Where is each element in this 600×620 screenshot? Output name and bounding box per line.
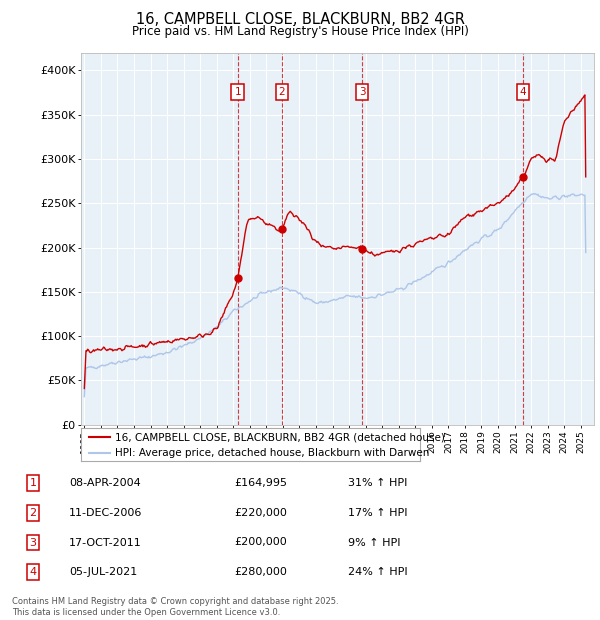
Text: 31% ↑ HPI: 31% ↑ HPI — [348, 478, 407, 488]
Text: £280,000: £280,000 — [234, 567, 287, 577]
Text: 11-DEC-2006: 11-DEC-2006 — [69, 508, 142, 518]
Text: 2: 2 — [29, 508, 37, 518]
Text: Price paid vs. HM Land Registry's House Price Index (HPI): Price paid vs. HM Land Registry's House … — [131, 25, 469, 38]
Text: £164,995: £164,995 — [234, 478, 287, 488]
Text: 4: 4 — [520, 87, 526, 97]
Text: £220,000: £220,000 — [234, 508, 287, 518]
Text: 3: 3 — [359, 87, 365, 97]
Text: 4: 4 — [29, 567, 37, 577]
Text: 1: 1 — [235, 87, 241, 97]
Text: £200,000: £200,000 — [234, 538, 287, 547]
Text: Contains HM Land Registry data © Crown copyright and database right 2025.
This d: Contains HM Land Registry data © Crown c… — [12, 598, 338, 617]
Text: 16, CAMPBELL CLOSE, BLACKBURN, BB2 4GR (detached house): 16, CAMPBELL CLOSE, BLACKBURN, BB2 4GR (… — [115, 432, 445, 442]
Text: 3: 3 — [29, 538, 37, 547]
Text: 08-APR-2004: 08-APR-2004 — [69, 478, 141, 488]
Text: 16, CAMPBELL CLOSE, BLACKBURN, BB2 4GR: 16, CAMPBELL CLOSE, BLACKBURN, BB2 4GR — [136, 12, 464, 27]
Text: 9% ↑ HPI: 9% ↑ HPI — [348, 538, 401, 547]
Text: 24% ↑ HPI: 24% ↑ HPI — [348, 567, 407, 577]
Text: 17% ↑ HPI: 17% ↑ HPI — [348, 508, 407, 518]
Text: 05-JUL-2021: 05-JUL-2021 — [69, 567, 137, 577]
Text: 2: 2 — [278, 87, 285, 97]
Text: HPI: Average price, detached house, Blackburn with Darwen: HPI: Average price, detached house, Blac… — [115, 448, 429, 458]
Text: 1: 1 — [29, 478, 37, 488]
Text: 17-OCT-2011: 17-OCT-2011 — [69, 538, 142, 547]
